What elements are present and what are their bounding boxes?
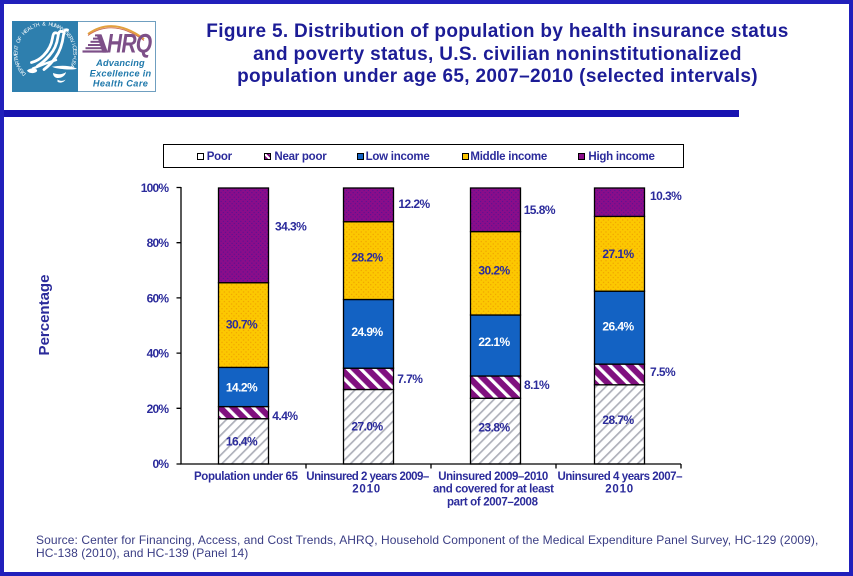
svg-text:14.2%: 14.2% bbox=[226, 380, 258, 394]
svg-text:30.7%: 30.7% bbox=[226, 318, 258, 332]
svg-text:23.8%: 23.8% bbox=[478, 421, 510, 435]
svg-text:26.4%: 26.4% bbox=[602, 320, 634, 334]
svg-text:I: I bbox=[70, 43, 76, 46]
svg-text:N: N bbox=[59, 26, 66, 33]
svg-text:O: O bbox=[16, 38, 23, 44]
svg-text:HRQ: HRQ bbox=[107, 29, 152, 59]
svg-text:U: U bbox=[70, 57, 77, 62]
svg-text:0%: 0% bbox=[153, 457, 170, 471]
svg-text:C: C bbox=[70, 45, 77, 50]
svg-text:E: E bbox=[65, 33, 72, 40]
svg-text:N: N bbox=[13, 48, 19, 53]
svg-text:Advancing: Advancing bbox=[95, 58, 145, 68]
svg-text:E: E bbox=[71, 48, 77, 53]
svg-text:22.1%: 22.1% bbox=[478, 335, 510, 349]
svg-text:Population under 65: Population under 65 bbox=[194, 471, 299, 483]
svg-text:T: T bbox=[32, 23, 38, 30]
svg-text:&: & bbox=[42, 21, 46, 27]
svg-text:7.5%: 7.5% bbox=[650, 365, 676, 379]
svg-text:30.2%: 30.2% bbox=[478, 264, 510, 278]
svg-text:Health Care: Health Care bbox=[93, 79, 148, 89]
svg-text:H: H bbox=[35, 22, 40, 29]
svg-text:and covered for at least: and covered for at least bbox=[433, 484, 554, 496]
svg-text:E: E bbox=[18, 67, 25, 74]
svg-text:S: S bbox=[71, 52, 77, 56]
svg-text:28.2%: 28.2% bbox=[351, 251, 383, 265]
svg-text:12.2%: 12.2% bbox=[398, 197, 430, 211]
svg-text:4.4%: 4.4% bbox=[272, 409, 298, 423]
svg-text:10.3%: 10.3% bbox=[650, 189, 682, 203]
svg-text:27.1%: 27.1% bbox=[602, 247, 634, 261]
svg-text:Uninsured 2009–2010: Uninsured 2009–2010 bbox=[438, 471, 548, 483]
svg-text:2010: 2010 bbox=[605, 484, 633, 496]
svg-text:P: P bbox=[17, 65, 24, 71]
svg-text:100%: 100% bbox=[141, 181, 170, 195]
svg-text:60%: 60% bbox=[147, 291, 170, 305]
svg-text:M: M bbox=[13, 54, 19, 59]
svg-text:R: R bbox=[14, 60, 21, 66]
svg-text:40%: 40% bbox=[147, 347, 170, 361]
svg-text:part of 2007–2008: part of 2007–2008 bbox=[447, 496, 539, 508]
svg-text:24.9%: 24.9% bbox=[351, 325, 383, 339]
svg-text:16.4%: 16.4% bbox=[226, 434, 258, 448]
svg-text:7.7%: 7.7% bbox=[397, 372, 423, 386]
svg-text:U: U bbox=[51, 22, 56, 29]
svg-text:20%: 20% bbox=[147, 402, 170, 416]
svg-text:Uninsured 2 years 2009–: Uninsured 2 years 2009– bbox=[306, 471, 430, 483]
svg-text:R: R bbox=[67, 35, 74, 42]
svg-text:E: E bbox=[13, 51, 19, 55]
svg-text:•: • bbox=[71, 55, 77, 58]
svg-text:H: H bbox=[21, 30, 28, 37]
svg-text:80%: 80% bbox=[147, 236, 170, 250]
svg-text:A: A bbox=[56, 24, 62, 31]
svg-text:D: D bbox=[21, 70, 28, 77]
svg-text:A: A bbox=[15, 62, 22, 68]
svg-text:L: L bbox=[29, 24, 34, 31]
svg-text:H: H bbox=[48, 22, 53, 29]
svg-text:A: A bbox=[68, 63, 75, 69]
svg-text:15.8%: 15.8% bbox=[524, 203, 556, 217]
svg-text:Excellence in: Excellence in bbox=[90, 69, 152, 79]
svg-text:M: M bbox=[53, 23, 59, 30]
svg-text:F: F bbox=[17, 35, 24, 42]
svg-text:T: T bbox=[14, 44, 21, 49]
svg-text:A: A bbox=[26, 26, 33, 33]
svg-text:34.3%: 34.3% bbox=[275, 220, 307, 234]
svg-text:E: E bbox=[23, 28, 30, 35]
svg-text:S: S bbox=[69, 60, 76, 66]
svg-text:Uninsured 4 years 2007–: Uninsured 4 years 2007– bbox=[558, 471, 684, 483]
svg-text:2010: 2010 bbox=[352, 484, 380, 496]
svg-text:T: T bbox=[14, 57, 21, 62]
svg-text:Percentage: Percentage bbox=[36, 275, 53, 356]
svg-text:27.0%: 27.0% bbox=[351, 420, 383, 434]
svg-text:V: V bbox=[68, 39, 75, 45]
svg-text:S: S bbox=[63, 30, 70, 37]
svg-text:8.1%: 8.1% bbox=[524, 378, 550, 392]
svg-text:28.7%: 28.7% bbox=[602, 413, 634, 427]
